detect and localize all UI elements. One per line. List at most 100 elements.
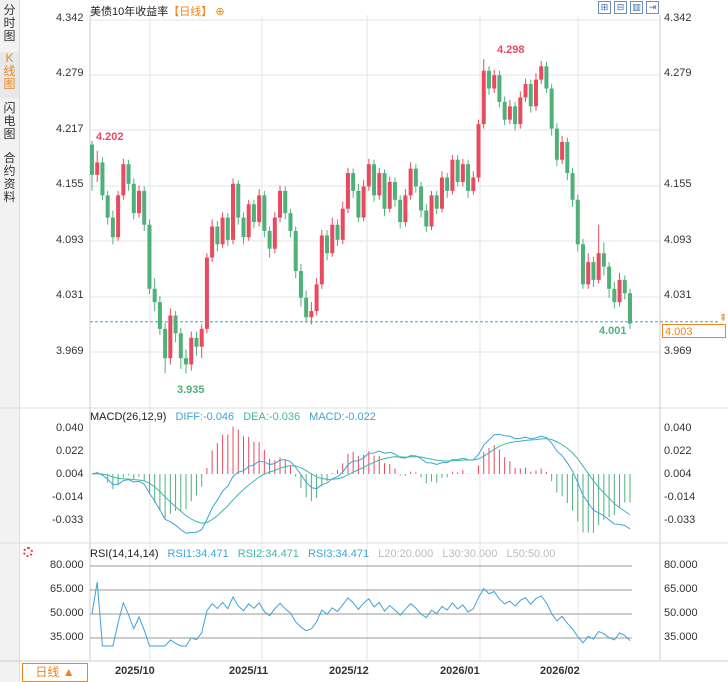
candle-body [110,217,115,238]
candle-body [340,208,345,240]
candle-body [168,315,173,359]
sidebar-item-kline[interactable]: K线图 [0,52,19,98]
candle-body [152,288,157,303]
candle-body [345,173,350,209]
scroll-latest-icon[interactable]: ⇞ [719,313,728,324]
chart-toolbar: ⊞ ⊟ ▥ ⇥ [598,1,659,14]
candle-body [236,183,241,218]
candle-body [471,177,476,191]
sidebar-item-label: 分时图 [3,3,16,43]
candle-body [163,328,168,359]
price-axis-right-label: 3.969 [664,345,692,357]
last-price-tag: 4.003 [662,324,726,338]
candle-body [319,235,324,285]
instrument-name: 美债10年收益率 [90,6,169,18]
candle-body [377,173,382,196]
candle-body [366,164,371,187]
candle-body [361,186,366,218]
rsi2-value: RSI2:34.471 [237,548,299,560]
rsi-label: RSI(14,14,14) [90,548,159,560]
low-annotation: 3.935 [177,384,205,396]
sidebar-item-flash[interactable]: 闪电图 [0,102,19,146]
macd-dea: DEA:-0.036 [243,411,301,423]
candle-body [246,204,251,238]
macd-diff: DIFF:-0.046 [175,411,235,423]
macd-axis-left-label: 0.040 [56,422,84,434]
scroll-right-icon[interactable]: ⇥ [646,1,659,14]
candle-body [215,226,220,245]
sidebar-item-timeshare[interactable]: 分时图 [0,4,19,47]
zoom-in-icon[interactable]: ⊞ [598,1,611,14]
candle-body [189,337,194,365]
candle-body [628,293,632,324]
candle-body [147,224,152,289]
candle-body [142,190,147,225]
candle-body [335,224,340,240]
date-label: 2025/12 [329,665,369,677]
circle-plus-icon[interactable]: ⊕ [215,6,225,18]
candle-body [298,271,303,298]
price-axis-right-label: 4.342 [664,12,692,24]
candle-body [100,162,105,196]
zoom-out-icon[interactable]: ⊟ [614,1,627,14]
candle-body [314,284,319,312]
candle-body [476,124,481,178]
candle-body [518,97,523,125]
macd-axis-left-label: -0.014 [52,491,84,503]
candle-body [450,159,455,191]
dea-line [91,438,631,524]
candle-body [157,302,162,329]
indicator-icon[interactable]: ▥ [630,1,643,14]
macd-axis-right-label: -0.014 [664,491,696,503]
candle-body [173,315,178,334]
price-axis-right-label: 4.279 [664,67,692,79]
l50-value: L50:50.00 [506,548,556,560]
rsi-axis-right-label: 65.000 [664,583,698,595]
settings-icon[interactable] [23,547,33,557]
price-axis-left-label: 4.093 [56,234,84,246]
rsi-axis-left-label: 80.000 [50,559,84,571]
sidebar-item-contract[interactable]: 合约资料 [0,152,19,210]
price-axis-right-label: 4.031 [664,289,692,301]
candle-body [95,162,100,175]
price-axis-right-label: 4.093 [664,234,692,246]
date-label: 2025/11 [229,665,269,677]
candle-body [116,195,121,238]
candle-body [460,164,465,182]
candle-body [586,262,591,285]
candle-body [408,168,413,196]
macd-axis-right-label: 0.004 [664,468,692,480]
candle-body [121,164,126,196]
mid-high-annotation: 4.202 [96,131,124,143]
candle-body [330,224,335,254]
candle-body [382,173,387,209]
candle-body [105,195,110,218]
candle-body [184,358,189,365]
candle-body [580,244,585,285]
candle-body [199,328,204,347]
candle-body [293,230,298,272]
macd-axis-left-label: -0.033 [52,514,84,526]
candle-body [403,195,408,223]
candle-body [570,173,575,200]
macd-axis-right-label: 0.022 [664,445,692,457]
rsi-axis-left-label: 35.000 [50,631,84,643]
candle-body [398,199,403,223]
candle-body [351,173,356,191]
candle-body [194,337,199,347]
candle-body [210,226,215,258]
candle-body [413,168,418,187]
macd-value: MACD:-0.022 [309,411,376,423]
l30-value: L30:30.000 [442,548,498,560]
period-button[interactable]: 日线 ▲ [22,663,88,682]
macd-axis-left-label: 0.022 [56,445,84,457]
date-label: 2026/01 [440,665,480,677]
candle-body [617,279,622,303]
price-axis-left-label: 4.342 [56,12,84,24]
candle-body [596,253,601,280]
candle-body [288,213,293,231]
macd-axis-left-label: 0.004 [56,468,84,480]
candle-body [387,181,392,209]
candle-body [575,199,580,245]
